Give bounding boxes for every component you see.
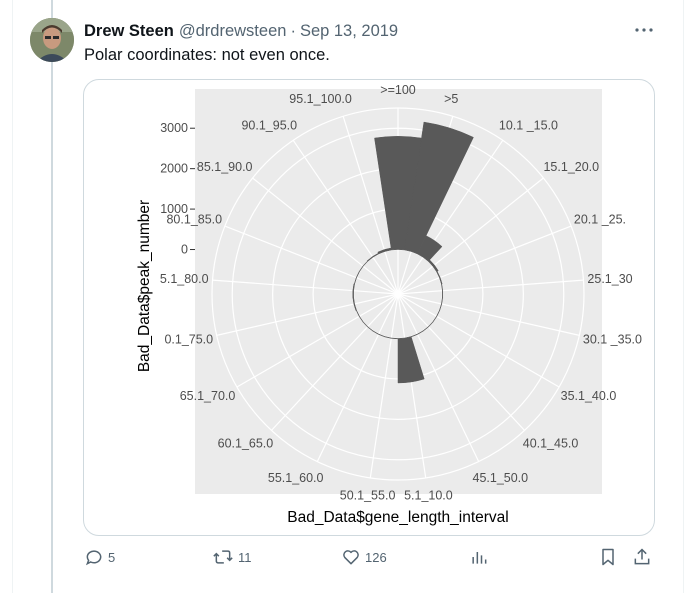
category-label-19: 90.1_95.0 xyxy=(241,118,297,132)
more-options-button[interactable] xyxy=(632,18,656,42)
category-label-9: 45.1_50.0 xyxy=(473,471,529,485)
category-label-17: 80.1_85.0 xyxy=(166,212,222,226)
post-text: Polar coordinates: not even once. xyxy=(84,46,330,64)
bookmark-button[interactable] xyxy=(598,547,618,567)
more-icon xyxy=(635,28,653,32)
category-label-8: 40.1_45.0 xyxy=(523,437,579,451)
category-label-20: 95.1_100.0 xyxy=(289,92,352,106)
grid-spoke-11 xyxy=(369,293,399,479)
grid-spoke-17 xyxy=(224,225,399,295)
reply-button[interactable]: 5 xyxy=(84,547,115,567)
category-label-16: 5.1_80.0 xyxy=(160,272,209,286)
category-labels: >=100 >5 10.1 _15.0 15.1_20.0 20.1 _25. 25.1_… xyxy=(160,83,642,503)
category-label-13: 60.1_65.0 xyxy=(218,437,274,451)
bookmark-icon xyxy=(602,548,614,566)
y-tick-label-1: 1000 xyxy=(160,202,188,216)
share-icon xyxy=(634,548,650,565)
avatar-image xyxy=(30,18,74,62)
bar-16 xyxy=(352,283,355,298)
post-media-image[interactable]: >=100 >5 10.1 _15.0 15.1_20.0 20.1 _25. 25.1_… xyxy=(83,79,655,536)
grid-spoke-12 xyxy=(316,293,399,462)
category-label-12: 55.1_60.0 xyxy=(268,471,324,485)
category-label-18: 85.1_90.0 xyxy=(197,160,253,174)
x-axis-title: Bad_Data$gene_length_interval xyxy=(287,509,508,526)
grid-spoke-15 xyxy=(216,293,399,336)
reply-count: 5 xyxy=(108,549,116,565)
views-button[interactable] xyxy=(469,547,489,567)
grid-spoke-9 xyxy=(397,293,480,462)
grid-spoke-7 xyxy=(397,293,560,388)
share-button[interactable] xyxy=(632,547,652,567)
category-label-0: >=100 xyxy=(380,83,416,97)
category-label-10: 5.1_10.0 xyxy=(404,489,453,503)
polar-bar-chart: >=100 >5 10.1 _15.0 15.1_20.0 20.1 _25. 25.1_… xyxy=(136,83,642,526)
y-axis-ticks: 0 1000 2000 3000 xyxy=(160,121,195,257)
reply-icon xyxy=(85,550,102,566)
bar-2 xyxy=(416,235,443,262)
grid-spoke-19 xyxy=(292,139,399,295)
y-axis-title: Bad_Data$peak_number xyxy=(136,200,153,372)
timeline-border-left xyxy=(12,0,13,593)
category-label-6: 30.1 _35.0 xyxy=(583,332,642,346)
category-label-1: >5 xyxy=(444,92,458,106)
category-label-2: 10.1 _15.0 xyxy=(499,118,558,132)
category-label-11: 50.1_55.0 xyxy=(340,489,396,503)
bar-3 xyxy=(427,259,439,273)
grid-spoke-5 xyxy=(397,279,584,295)
repost-button[interactable]: 11 xyxy=(212,547,252,567)
thread-connector-line xyxy=(51,0,53,593)
repost-icon xyxy=(213,550,233,564)
grid-spoke-16 xyxy=(212,279,399,295)
category-label-5: 25.1_30 xyxy=(587,272,632,286)
views-icon xyxy=(472,552,487,564)
post-actions: 5 11 126 xyxy=(0,545,695,575)
like-count: 126 xyxy=(365,549,387,565)
bar-20 xyxy=(377,247,392,255)
grid-spoke-18 xyxy=(252,177,399,295)
header-separator: · xyxy=(290,21,296,40)
timeline-border-right xyxy=(683,0,684,593)
category-label-15: 0.1_75.0 xyxy=(164,332,213,346)
author-name[interactable]: Drew Steen xyxy=(84,21,174,40)
grid-spoke-13 xyxy=(271,293,399,431)
grid-spoke-8 xyxy=(397,293,525,431)
post-header: Drew Steen @drdrewsteen · Sep 13, 2019 xyxy=(84,20,398,42)
grid-spoke-14 xyxy=(236,293,399,388)
category-label-3: 15.1_20.0 xyxy=(543,160,599,174)
y-tick-label-3: 3000 xyxy=(160,121,188,135)
avatar[interactable] xyxy=(30,18,74,62)
author-handle[interactable]: @drdrewsteen xyxy=(178,21,287,40)
y-tick-label-0: 0 xyxy=(181,243,188,257)
grid-spoke-20 xyxy=(342,116,399,295)
like-icon xyxy=(343,550,359,565)
grid-spoke-4 xyxy=(397,225,572,295)
grid-spoke-10 xyxy=(397,293,427,479)
category-label-4: 20.1 _25. xyxy=(574,212,626,226)
like-button[interactable]: 126 xyxy=(341,547,387,567)
bar-4 xyxy=(436,271,443,285)
repost-count: 11 xyxy=(238,549,252,565)
post-date[interactable]: Sep 13, 2019 xyxy=(299,21,399,40)
grid-spoke-6 xyxy=(397,293,580,336)
grid-spoke-3 xyxy=(397,177,544,295)
bar-1 xyxy=(404,121,474,255)
y-tick-label-2: 2000 xyxy=(160,162,188,176)
grid-spoke-2 xyxy=(397,139,504,295)
category-label-7: 35.1_40.0 xyxy=(561,389,617,403)
bar-10 xyxy=(397,336,425,384)
category-label-14: 65.1_70.0 xyxy=(180,389,236,403)
chart-bars xyxy=(352,121,474,384)
